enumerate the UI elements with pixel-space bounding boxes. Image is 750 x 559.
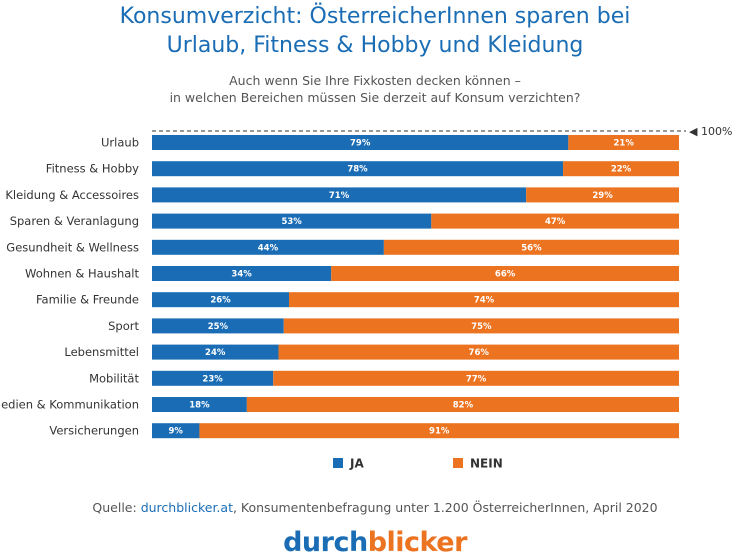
category-label: Wohnen & Haushalt (25, 267, 139, 281)
stacked-bar-chart: ◀ 100% Urlaub 79% 21% Fitness & Hobby 78% 22%… (0, 125, 732, 471)
value-label: 44% (258, 243, 279, 253)
source-note: Quelle: durchblicker.at, Konsumentenbefr… (0, 500, 750, 515)
bar-ja (152, 135, 569, 150)
title-line-2: Urlaub, Fitness & Hobby und Kleidung (166, 33, 584, 58)
bar-nein (246, 397, 680, 412)
bar-nein (331, 266, 679, 281)
bar-nein (568, 135, 679, 150)
chart-title: Konsumverzicht: ÖsterreicherInnen sparen… (0, 2, 750, 60)
bar-ja (152, 213, 432, 229)
category-label: Urlaub (101, 136, 139, 150)
bars-group: Urlaub 79% 21% Fitness & Hobby 78% 22% Kleidun… (0, 135, 680, 439)
value-label: 47% (545, 217, 566, 227)
value-label: 75% (471, 322, 492, 332)
value-label: 26% (210, 296, 231, 306)
category-label: Mobilität (89, 371, 139, 385)
durchblicker-logo: durchblicker (0, 527, 750, 558)
value-label: 53% (281, 217, 302, 227)
legend-swatch-nein (453, 458, 463, 468)
bar-nein (278, 344, 679, 360)
category-label: Familie & Freunde (36, 293, 139, 307)
value-label: 24% (205, 348, 226, 358)
value-label: 91% (429, 427, 450, 437)
legend: JA NEIN (333, 457, 503, 471)
bar-nein (289, 292, 679, 308)
bar-nein (563, 161, 679, 177)
value-label: 77% (466, 374, 487, 384)
bar-ja (152, 292, 290, 308)
category-label: Versicherungen (49, 424, 139, 438)
bar-ja (152, 397, 247, 412)
legend-label-nein: NEIN (470, 457, 503, 471)
value-label: 21% (613, 139, 634, 149)
value-label: 56% (521, 243, 542, 253)
value-label: 22% (611, 165, 632, 175)
bar-ja (152, 161, 564, 177)
chart-subtitle: Auch wenn Sie Ihre Fixkosten decken könn… (0, 72, 750, 106)
title-line-1: Konsumverzicht: ÖsterreicherInnen sparen… (119, 4, 631, 29)
bar-nein (526, 187, 679, 203)
bar-nein (383, 239, 679, 255)
category-label: Lebensmittel (64, 345, 139, 359)
bar-ja (152, 423, 200, 439)
legend-label-ja: JA (349, 457, 364, 471)
source-link[interactable]: durchblicker.at (140, 500, 233, 515)
logo-part-1: durch (283, 527, 368, 558)
reference-label: ◀ 100% (689, 125, 732, 138)
value-label: 18% (189, 401, 210, 411)
value-label: 82% (453, 401, 474, 411)
subtitle-line-2: in welchen Bereichen müssen Sie derzeit … (169, 90, 581, 105)
bar-ja (152, 266, 332, 281)
category-label: Fitness & Hobby (46, 162, 139, 176)
value-label: 9% (168, 427, 183, 437)
legend-swatch-ja (333, 458, 343, 468)
category-label: Sparen & Veranlagung (10, 214, 139, 228)
bar-nein (431, 213, 679, 229)
value-label: 66% (495, 270, 516, 280)
category-label: Kleidung & Accessoires (5, 188, 139, 202)
bar-ja (152, 318, 284, 334)
bar-ja (152, 239, 384, 255)
source-suffix: , Konsumentenbefragung unter 1.200 Öster… (232, 500, 658, 515)
category-label: Gesundheit & Wellness (6, 240, 139, 254)
bar-nein (283, 318, 679, 334)
value-label: 23% (202, 374, 223, 384)
bar-nein (273, 370, 679, 386)
bar-ja (152, 344, 279, 360)
bar-nein (199, 423, 679, 439)
source-prefix: Quelle: (92, 500, 141, 515)
value-label: 25% (208, 322, 229, 332)
value-label: 76% (469, 348, 490, 358)
value-label: 74% (474, 296, 495, 306)
value-label: 79% (350, 139, 371, 149)
value-label: 29% (592, 191, 613, 201)
value-label: 78% (347, 165, 368, 175)
category-label: Medien & Kommunikation (0, 398, 139, 412)
value-label: 71% (329, 191, 350, 201)
subtitle-line-1: Auch wenn Sie Ihre Fixkosten decken könn… (229, 73, 521, 88)
logo-part-2: blicker (367, 527, 468, 558)
category-label: Sport (108, 319, 139, 333)
bar-ja (152, 187, 527, 203)
bar-ja (152, 370, 274, 386)
value-label: 34% (231, 270, 252, 280)
